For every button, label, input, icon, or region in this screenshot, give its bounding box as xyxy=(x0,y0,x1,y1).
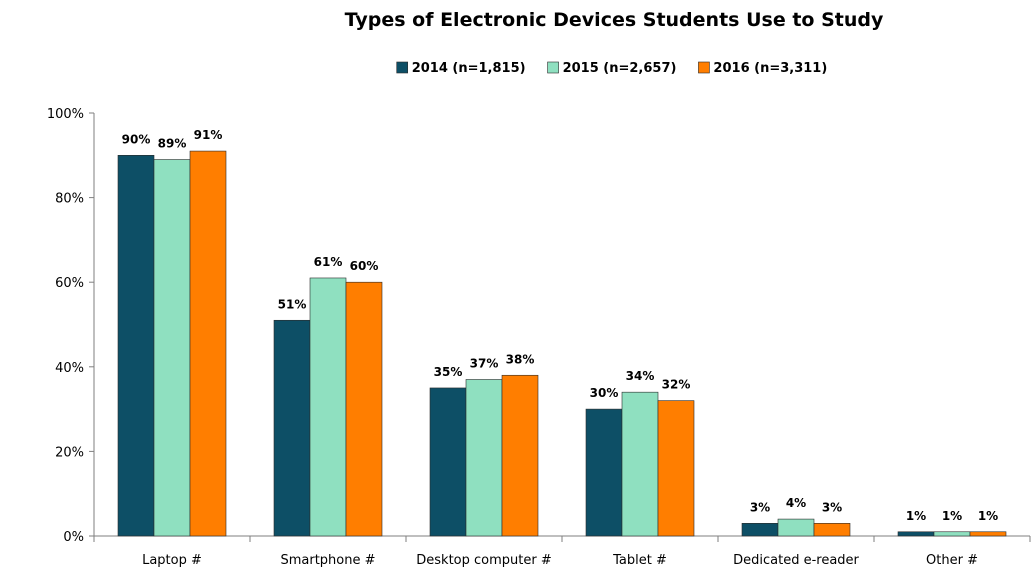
x-tick-label-dedicated-e-reader: Dedicated e-reader xyxy=(733,553,859,568)
data-label-dedicated-e-reader-2015: 4% xyxy=(786,496,806,510)
data-label-smartphone-2016: 60% xyxy=(350,259,379,273)
bars xyxy=(117,150,1007,537)
data-label-laptop-2014: 90% xyxy=(122,132,151,146)
bar-tablet-2014 xyxy=(585,408,623,537)
legend-item-2016: 2016 (n=3,311) xyxy=(698,61,827,76)
legend-swatch xyxy=(396,61,409,74)
bar-smartphone-2015 xyxy=(309,277,347,537)
data-label-dedicated-e-reader-2014: 3% xyxy=(750,500,770,514)
x-tick-label-tablet: Tablet # xyxy=(612,553,667,568)
data-label-other-2014: 1% xyxy=(906,509,926,523)
bar-dedicated-e-reader-2014 xyxy=(741,523,779,537)
bar-desktop-computer-2014 xyxy=(429,387,467,537)
data-label-tablet-2016: 32% xyxy=(662,378,691,392)
bar-smartphone-2016 xyxy=(345,281,383,537)
y-tick-label: 20% xyxy=(55,445,84,460)
y-tick-label: 0% xyxy=(63,530,84,545)
bar-tablet-2015 xyxy=(621,391,659,537)
bar-other-2015 xyxy=(933,531,971,537)
data-label-dedicated-e-reader-2016: 3% xyxy=(822,500,842,514)
bar-desktop-computer-2015 xyxy=(465,379,503,537)
data-labels: 90% 89% 91% 51% 61% 60% 35% 37% 38% 30% 34% 32% 3% 4%… xyxy=(122,128,999,523)
legend-item-2015: 2015 (n=2,657) xyxy=(547,61,677,76)
legend-label: 2016 (n=3,311) xyxy=(713,61,827,76)
data-label-desktop-computer-2016: 38% xyxy=(506,352,535,366)
y-tick-label: 40% xyxy=(55,361,84,376)
data-label-smartphone-2014: 51% xyxy=(278,297,307,311)
data-label-other-2015: 1% xyxy=(942,509,962,523)
data-label-laptop-2016: 91% xyxy=(194,128,223,142)
legend-label: 2014 (n=1,815) xyxy=(412,61,526,76)
y-tick-label: 100% xyxy=(47,107,84,122)
bar-other-2014 xyxy=(897,531,935,537)
x-axis: Laptop # Smartphone # Desktop computer # Ta… xyxy=(93,535,1031,568)
data-label-desktop-computer-2014: 35% xyxy=(434,365,463,379)
legend-swatch xyxy=(698,61,710,74)
y-axis: 0% 20% 40% 60% 80% 100% xyxy=(47,107,95,545)
legend: 2014 (n=1,815) 2015 (n=2,657) 2016 (n=3,31… xyxy=(396,61,827,76)
y-tick-label: 80% xyxy=(55,192,84,207)
data-label-other-2016: 1% xyxy=(978,509,998,523)
x-tick-label-laptop: Laptop # xyxy=(142,553,202,568)
bar-dedicated-e-reader-2015 xyxy=(777,518,815,537)
bar-laptop-2015 xyxy=(153,159,191,537)
bar-laptop-2014 xyxy=(117,155,155,537)
data-label-tablet-2015: 34% xyxy=(626,369,655,383)
chart-title: Types of Electronic Devices Students Use… xyxy=(345,9,884,31)
bar-laptop-2016 xyxy=(189,150,227,537)
x-tick-label-smartphone: Smartphone # xyxy=(280,553,375,568)
bar-other-2016 xyxy=(969,531,1007,537)
data-label-desktop-computer-2015: 37% xyxy=(470,356,499,370)
data-label-tablet-2014: 30% xyxy=(590,386,619,400)
data-label-laptop-2015: 89% xyxy=(158,137,187,151)
bar-desktop-computer-2016 xyxy=(501,374,539,537)
legend-swatch xyxy=(547,61,559,74)
bar-smartphone-2014 xyxy=(273,319,311,537)
legend-label: 2015 (n=2,657) xyxy=(563,61,677,76)
x-tick-label-desktop-computer: Desktop computer # xyxy=(416,553,551,568)
x-tick-label-other: Other # xyxy=(926,553,978,568)
bar-tablet-2016 xyxy=(657,400,695,537)
bar-dedicated-e-reader-2016 xyxy=(813,523,851,537)
legend-item-2014: 2014 (n=1,815) xyxy=(396,61,526,76)
data-label-smartphone-2015: 61% xyxy=(314,255,343,269)
y-tick-label: 60% xyxy=(55,276,84,291)
